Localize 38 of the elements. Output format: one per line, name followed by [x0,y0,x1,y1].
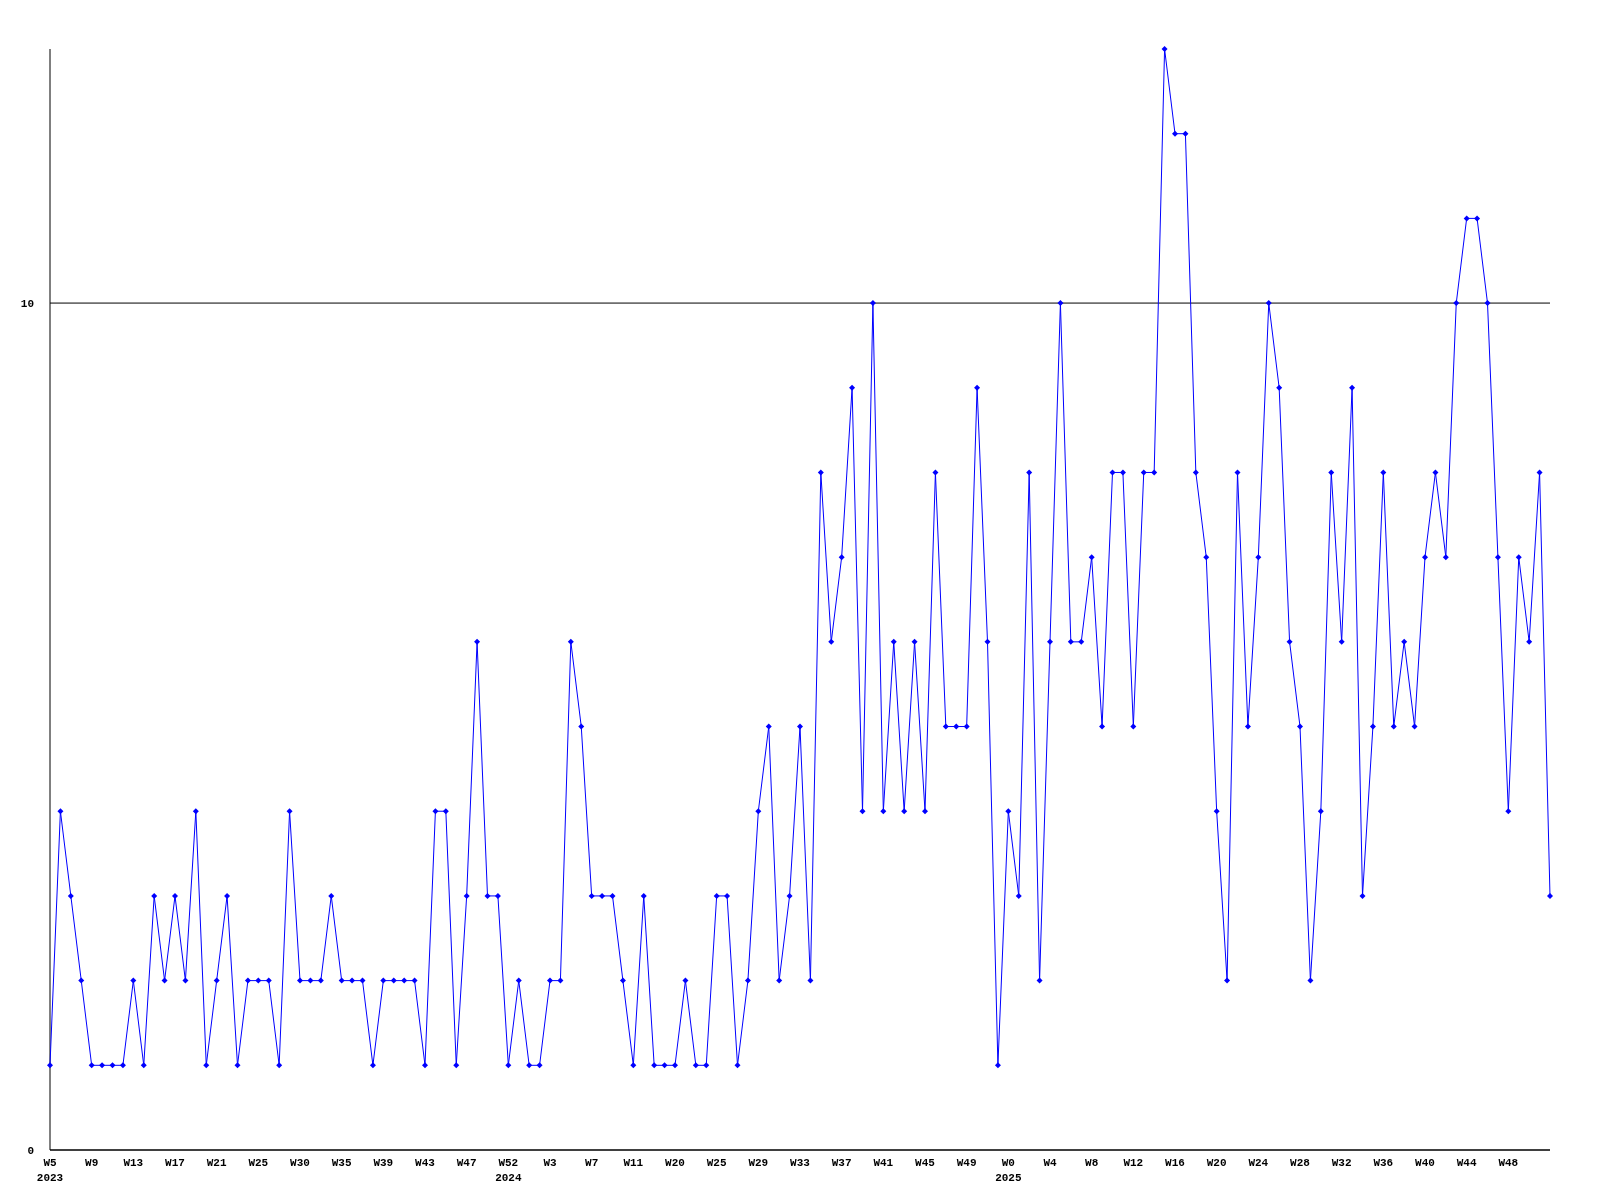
x-tick-label: W36 [1373,1157,1394,1169]
x-tick-label: W9 [85,1157,99,1169]
x-tick-label: W29 [748,1157,769,1169]
x-tick-label: W0 2025 [995,1157,1022,1184]
x-tick-label: W41 [873,1157,894,1169]
x-tick-label: W20 [1206,1157,1227,1169]
x-tick-label: W8 [1085,1157,1099,1169]
y-tick-label: 10 [20,297,34,310]
x-tick-label: W44 [1456,1157,1477,1169]
x-tick-label: W16 [1165,1157,1185,1169]
x-tick-label: W25 [248,1157,269,1169]
x-tick-label: W13 [123,1157,144,1169]
x-tick-label: W35 [331,1157,352,1169]
x-tick-label: W52 2024 [495,1157,522,1184]
x-tick-label: W48 [1498,1157,1519,1169]
x-tick-label: W40 [1415,1157,1435,1169]
x-tick-label: W39 [373,1157,394,1169]
x-tick-label: W21 [206,1157,227,1169]
x-tick-label: W20 [665,1157,685,1169]
x-tick-label: W49 [956,1157,977,1169]
x-tick-label: W43 [415,1157,436,1169]
x-tick-label: W12 [1123,1157,1144,1169]
x-tick-label: W24 [1248,1157,1269,1169]
x-tick-label: W5 2023 [36,1157,64,1184]
x-tick-label: W7 [585,1157,599,1169]
x-tick-label: W3 [543,1157,557,1169]
x-tick-label: W32 [1331,1157,1352,1169]
x-tick-label: W11 [623,1157,644,1169]
x-tick-label: W25 [706,1157,727,1169]
y-tick-label: 0 [27,1144,34,1157]
x-tick-label: W30 [290,1157,310,1169]
x-tick-label: W47 [456,1157,477,1169]
x-tick-label: W17 [165,1157,185,1169]
x-tick-label: W28 [1290,1157,1311,1169]
x-tick-label: W45 [915,1157,936,1169]
x-tick-label: W4 [1043,1157,1057,1169]
x-tick-label: W33 [790,1157,811,1169]
x-tick-label: W37 [831,1157,852,1169]
